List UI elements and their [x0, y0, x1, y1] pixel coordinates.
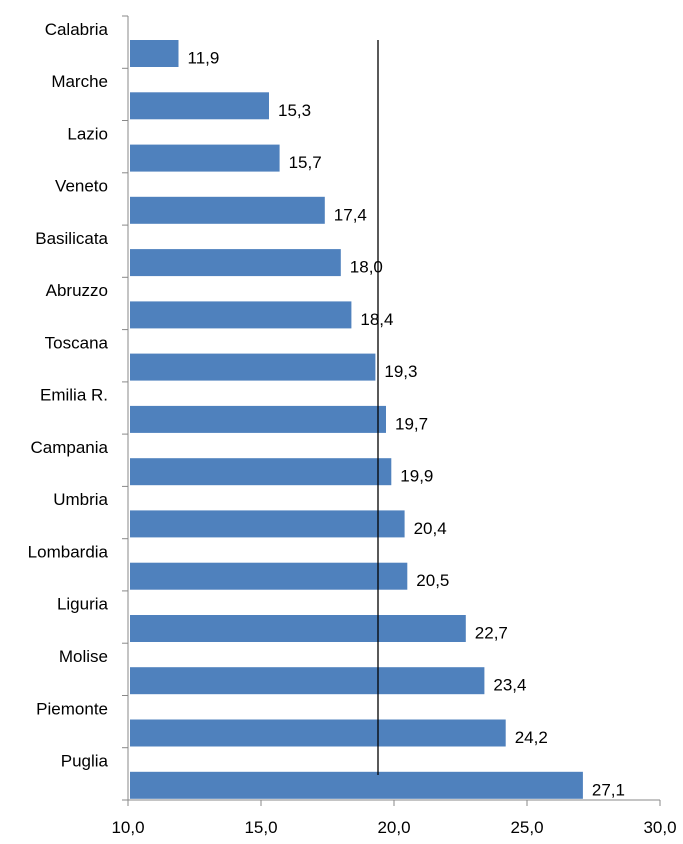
x-tick-label: 15,0 — [244, 818, 277, 837]
category-label: Umbria — [53, 490, 108, 509]
axis-layer — [122, 15, 661, 806]
bar-molise — [130, 667, 485, 695]
value-label: 15,3 — [278, 101, 311, 120]
x-tick-label: 10,0 — [111, 818, 144, 837]
bar-abruzzo — [130, 301, 352, 329]
value-label: 19,9 — [400, 467, 433, 486]
category-label: Toscana — [45, 333, 109, 352]
x-tick-label: 25,0 — [510, 818, 543, 837]
value-label: 24,2 — [515, 728, 548, 747]
category-label: Lombardia — [28, 543, 109, 562]
value-label: 27,1 — [592, 780, 625, 799]
category-label: Piemonte — [36, 699, 108, 718]
value-label: 11,9 — [188, 49, 220, 68]
bar-umbria — [130, 510, 405, 538]
category-label: Abruzzo — [46, 281, 108, 300]
value-label: 17,4 — [334, 205, 367, 224]
bar-campania — [130, 458, 392, 486]
value-label: 18,4 — [360, 310, 393, 329]
bar-toscana — [130, 353, 376, 381]
bar-liguria — [130, 615, 466, 642]
bar-calabria — [130, 40, 179, 67]
bar-lombardia — [130, 562, 408, 590]
category-label: Veneto — [55, 177, 108, 196]
bar-veneto — [130, 196, 325, 224]
x-tick-label: 20,0 — [377, 818, 410, 837]
bar-lazio — [130, 144, 280, 172]
value-label: 20,5 — [416, 571, 449, 590]
category-label: Marche — [51, 72, 108, 91]
bar-marche — [130, 92, 269, 120]
category-label: Puglia — [61, 752, 109, 771]
category-label: Lazio — [67, 124, 108, 143]
bar-emilia-r- — [130, 405, 386, 433]
x-tick-label: 30,0 — [643, 818, 676, 837]
labels-layer: Calabria 11,9 Marche 15,3 Lazio 15,7 Veneto 17,… — [28, 20, 677, 837]
category-label: Molise — [59, 647, 108, 666]
bar-basilicata — [130, 249, 341, 277]
bars-layer — [130, 40, 583, 799]
category-label: Liguria — [57, 595, 109, 614]
category-label: Calabria — [45, 20, 109, 39]
category-label: Basilicata — [35, 229, 108, 248]
bar-piemonte — [130, 719, 506, 747]
value-label: 15,7 — [289, 153, 322, 172]
value-label: 22,7 — [475, 624, 508, 643]
value-label: 19,3 — [384, 362, 417, 381]
value-label: 20,4 — [414, 519, 447, 538]
category-label: Campania — [31, 438, 109, 457]
value-label: 18,0 — [350, 258, 383, 277]
value-label: 19,7 — [395, 414, 428, 433]
bar-puglia — [130, 771, 583, 799]
category-label: Emilia R. — [40, 386, 108, 405]
value-label: 23,4 — [493, 676, 526, 695]
